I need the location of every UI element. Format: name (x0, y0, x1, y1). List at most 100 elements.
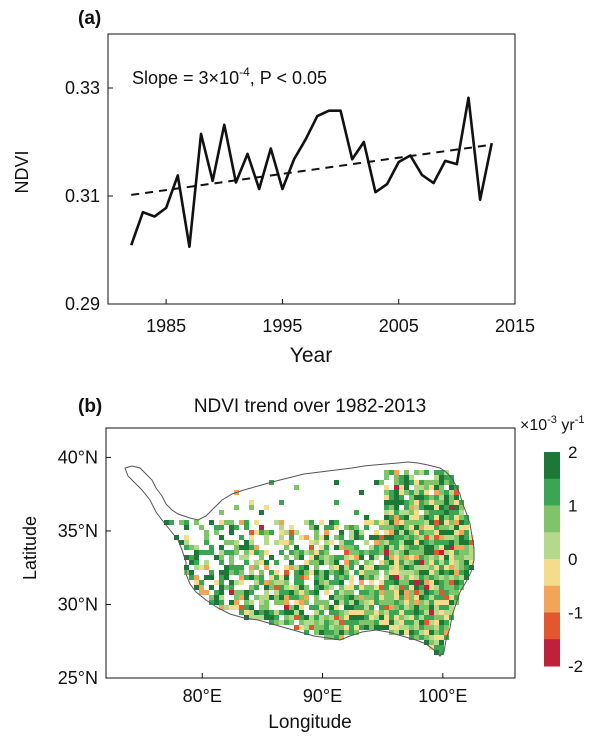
trend-cell (289, 525, 294, 530)
trend-cell (449, 550, 454, 555)
trend-cell (369, 575, 374, 580)
trend-cell (444, 580, 449, 585)
trend-cell (424, 530, 429, 535)
trend-cell (194, 580, 199, 585)
trend-cell (294, 565, 299, 570)
trend-cell (239, 520, 244, 525)
trend-cell (339, 635, 344, 640)
trend-cell (284, 590, 289, 595)
trend-cell (434, 480, 439, 485)
trend-cell (424, 510, 429, 515)
trend-cell (224, 540, 229, 545)
trend-cell (414, 595, 419, 600)
trend-cell (239, 535, 244, 540)
trend-cell (369, 600, 374, 605)
trend-cell (349, 555, 354, 560)
trend-cell (289, 620, 294, 625)
trend-cell (329, 625, 334, 630)
trend-cell (364, 595, 369, 600)
trend-cell (294, 615, 299, 620)
trend-cell (409, 520, 414, 525)
colorbar-tick-label: -2 (568, 657, 583, 676)
trend-cell (324, 605, 329, 610)
trend-cell (279, 525, 284, 530)
trend-cell (454, 530, 459, 535)
trend-cell (379, 585, 384, 590)
trend-cell (364, 515, 369, 520)
trend-cell (349, 610, 354, 615)
trend-cell (304, 565, 309, 570)
trend-cell (424, 570, 429, 575)
trend-cell (204, 590, 209, 595)
trend-cell (269, 595, 274, 600)
trend-cell (189, 570, 194, 575)
trend-cell (469, 540, 474, 545)
trend-cell (349, 560, 354, 565)
trend-cell (419, 560, 424, 565)
trend-cell (409, 635, 414, 640)
trend-cell (359, 590, 364, 595)
trend-cell (339, 580, 344, 585)
trend-cell (389, 495, 394, 500)
trend-cell (344, 575, 349, 580)
trend-cell (214, 580, 219, 585)
trend-cell (244, 555, 249, 560)
trend-cells (164, 470, 474, 655)
trend-cell (274, 610, 279, 615)
trend-cell (389, 585, 394, 590)
trend-cell (379, 480, 384, 485)
trend-cell (289, 565, 294, 570)
trend-cell (414, 620, 419, 625)
trend-cell (294, 485, 299, 490)
trend-cell (434, 535, 439, 540)
trend-cell (384, 615, 389, 620)
trend-cell (384, 580, 389, 585)
trend-cell (379, 610, 384, 615)
trend-cell (194, 520, 199, 525)
trend-cell (389, 515, 394, 520)
trend-cell (254, 520, 259, 525)
trend-cell (229, 550, 234, 555)
trend-cell (309, 620, 314, 625)
trend-cell (419, 595, 424, 600)
trend-cell (269, 615, 274, 620)
trend-cell (384, 525, 389, 530)
trend-cell (459, 555, 464, 560)
trend-cell (394, 555, 399, 560)
trend-cell (259, 560, 264, 565)
trend-cell (459, 575, 464, 580)
trend-cell (354, 585, 359, 590)
trend-cell (449, 495, 454, 500)
trend-cell (344, 595, 349, 600)
trend-cell (304, 570, 309, 575)
trend-cell (384, 590, 389, 595)
trend-cell (354, 615, 359, 620)
trend-cell (449, 500, 454, 505)
trend-cell (424, 595, 429, 600)
trend-cell (469, 545, 474, 550)
trend-cell (344, 590, 349, 595)
trend-cell (204, 540, 209, 545)
trend-cell (444, 530, 449, 535)
trend-cell (414, 615, 419, 620)
trend-cell (254, 550, 259, 555)
trend-cell (284, 565, 289, 570)
trend-cell (454, 525, 459, 530)
trend-cell (439, 595, 444, 600)
trend-cell (394, 570, 399, 575)
trend-cell (264, 565, 269, 570)
trend-cell (429, 540, 434, 545)
trend-cell (249, 570, 254, 575)
trend-cell (424, 525, 429, 530)
trend-cell (429, 545, 434, 550)
trend-cell (394, 520, 399, 525)
trend-cell (274, 570, 279, 575)
trend-cell (429, 520, 434, 525)
trend-cell (334, 630, 339, 635)
trend-cell (444, 590, 449, 595)
trend-cell (354, 535, 359, 540)
trend-cell (434, 545, 439, 550)
trend-cell (384, 520, 389, 525)
trend-cell (439, 600, 444, 605)
trend-cell (434, 575, 439, 580)
